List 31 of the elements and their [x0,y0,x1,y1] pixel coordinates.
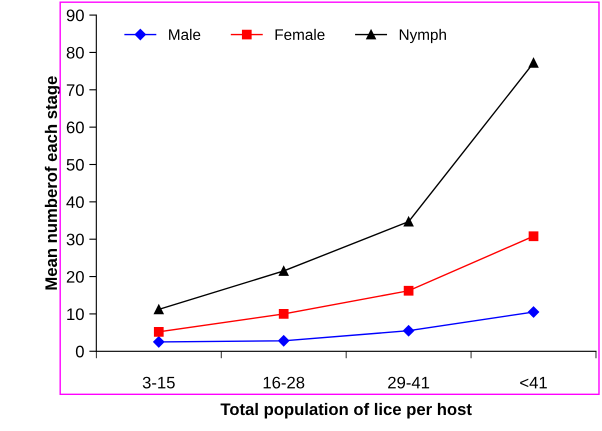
x-tick-label: 3-15 [142,376,175,389]
legend-label: Female [276,28,325,40]
y-tick-label: 20 [66,270,84,283]
point [153,336,164,348]
y-tick-label: 80 [66,46,84,59]
point [528,231,538,242]
point [278,266,289,276]
x-axis-title: Total population of lice per host [220,402,472,418]
point [404,216,414,227]
x-tick-label: 29-41 [388,376,430,389]
y-tick-label: 90 [66,9,84,22]
y-tick-label: 10 [67,308,84,320]
point [528,58,538,68]
x-tick-label: <41 [520,376,547,388]
y-tick-label: 60 [66,122,84,134]
x-tick-label: 16-28 [264,376,304,389]
y-tick-label: 30 [66,234,84,246]
y-tick-label: 70 [66,84,84,96]
point [278,309,289,319]
point [403,325,414,336]
legend-label: Nymph [400,28,446,44]
y-tick-label: 40 [66,196,84,208]
point [528,306,540,318]
point [154,326,164,337]
y-axis-title: Mean numberof each stage [44,76,60,290]
point [278,335,290,346]
y-tick-label: 0 [76,346,84,358]
point [404,286,414,296]
y-tick-label: 50 [66,158,84,171]
legend-label: Male [169,28,200,40]
point [154,304,164,314]
